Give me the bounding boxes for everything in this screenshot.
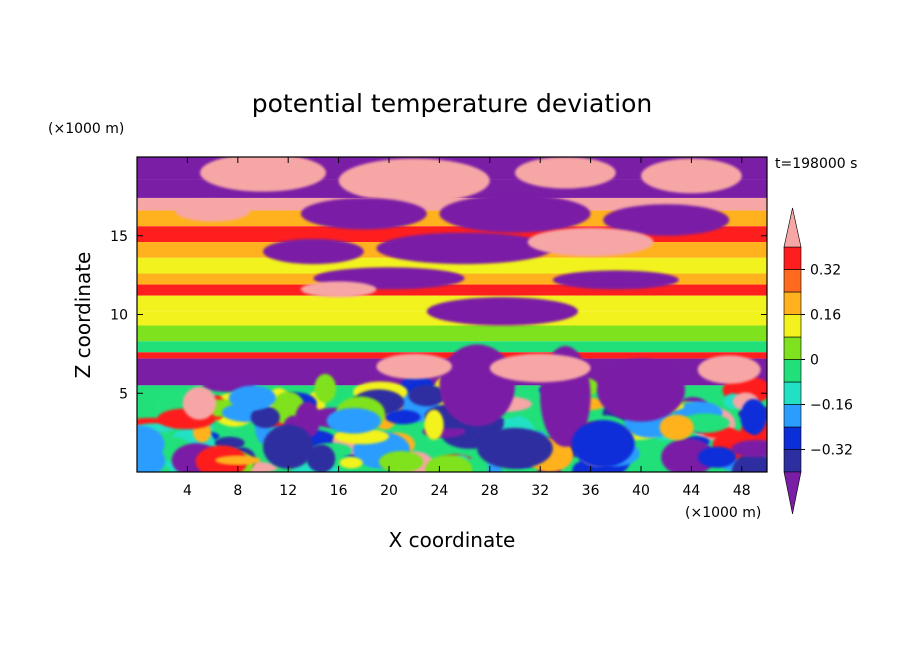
field-blob (527, 227, 654, 257)
field-blob (439, 194, 591, 233)
field-blob (477, 427, 553, 469)
field-blob (339, 457, 363, 469)
field-blob (641, 158, 742, 194)
field-blob (338, 158, 490, 203)
field-blob (228, 385, 276, 411)
field-blob (182, 386, 217, 420)
field-blob (200, 157, 326, 192)
field-blob (376, 353, 453, 380)
field-blob (697, 355, 761, 384)
field-blob (596, 358, 686, 422)
heatmap-field (137, 157, 767, 472)
field-blob (571, 420, 635, 468)
field-blob (263, 238, 364, 265)
x-tick-label: 40 (632, 483, 650, 499)
field-blob (378, 451, 424, 472)
x-tick-label: 24 (430, 483, 448, 499)
x-tick-label: 16 (330, 483, 348, 499)
field-blob (426, 297, 578, 326)
colorbar-bin (783, 381, 802, 405)
field-blob (306, 444, 336, 472)
colorbar-bin (783, 314, 802, 338)
y-axis-title: Z coordinate (71, 252, 95, 379)
field-band (137, 325, 767, 342)
colorbar-bin (783, 359, 802, 383)
field-blob (376, 232, 553, 265)
chart-title: potential temperature deviation (252, 89, 652, 118)
colorbar: 0.32 0.16 0 −0.16 −0.32 (783, 207, 853, 515)
colorbar-extend-top (783, 207, 802, 248)
field-blob (250, 406, 280, 429)
y-tick-label: 15 (110, 229, 128, 245)
y-unit-label: (×1000 m) (48, 121, 124, 137)
field-blob (424, 409, 444, 440)
field-blob (300, 281, 377, 298)
colorbar-bin (783, 449, 802, 473)
field-blob (215, 455, 261, 465)
x-tick-label: 36 (582, 483, 600, 499)
colorbar-label: −0.16 (810, 398, 853, 414)
field-blob (174, 199, 251, 222)
x-tick-label: 44 (682, 483, 700, 499)
field-blob (731, 452, 767, 472)
field-blob (661, 438, 715, 472)
colorbar-label: 0.32 (810, 263, 841, 279)
x-tick-label: 28 (481, 483, 499, 499)
time-label: t=198000 s (775, 156, 857, 172)
field-blob (552, 270, 679, 290)
x-tick-label: 48 (733, 483, 751, 499)
colorbar-label: 0.16 (810, 308, 841, 324)
field-blob (408, 384, 446, 407)
field-blob (603, 204, 730, 236)
colorbar-bin (783, 404, 802, 428)
x-tick-label: 4 (183, 483, 192, 499)
colorbar-bin (783, 426, 802, 450)
y-axis: 5 10 15 (110, 229, 767, 402)
field-blob (137, 425, 165, 463)
field-band (137, 341, 767, 353)
y-tick-label: 5 (119, 386, 128, 402)
field-blob (439, 344, 515, 427)
field-blob (314, 373, 337, 403)
field-blob (300, 197, 427, 230)
field-blob (659, 414, 694, 441)
field-blob (740, 398, 767, 436)
field-blob (263, 424, 314, 469)
x-unit-label: (×1000 m) (685, 505, 761, 521)
field-blob (385, 409, 421, 425)
field-blob (731, 439, 767, 458)
field-blob (489, 353, 591, 383)
field-band (137, 284, 767, 296)
field-blob (425, 454, 473, 472)
y-tick-label: 10 (110, 308, 128, 324)
colorbar-label: 0 (810, 353, 819, 369)
colorbar-bin (783, 246, 802, 270)
colorbar-bin (783, 291, 802, 315)
colorbar-bin (783, 336, 802, 360)
colorbar-bin (783, 269, 802, 293)
x-axis: 4 8 12 16 20 24 28 32 36 40 44 48 (183, 157, 751, 499)
x-tick-label: 12 (279, 483, 297, 499)
field-blob (697, 446, 737, 468)
x-tick-label: 8 (233, 483, 242, 499)
field-blob (515, 157, 616, 189)
field-blob (326, 408, 381, 434)
x-tick-label: 20 (380, 483, 398, 499)
colorbar-label: −0.32 (810, 443, 853, 459)
colorbar-extend-bottom (783, 471, 802, 515)
x-tick-label: 32 (531, 483, 549, 499)
x-axis-title: X coordinate (389, 528, 516, 552)
